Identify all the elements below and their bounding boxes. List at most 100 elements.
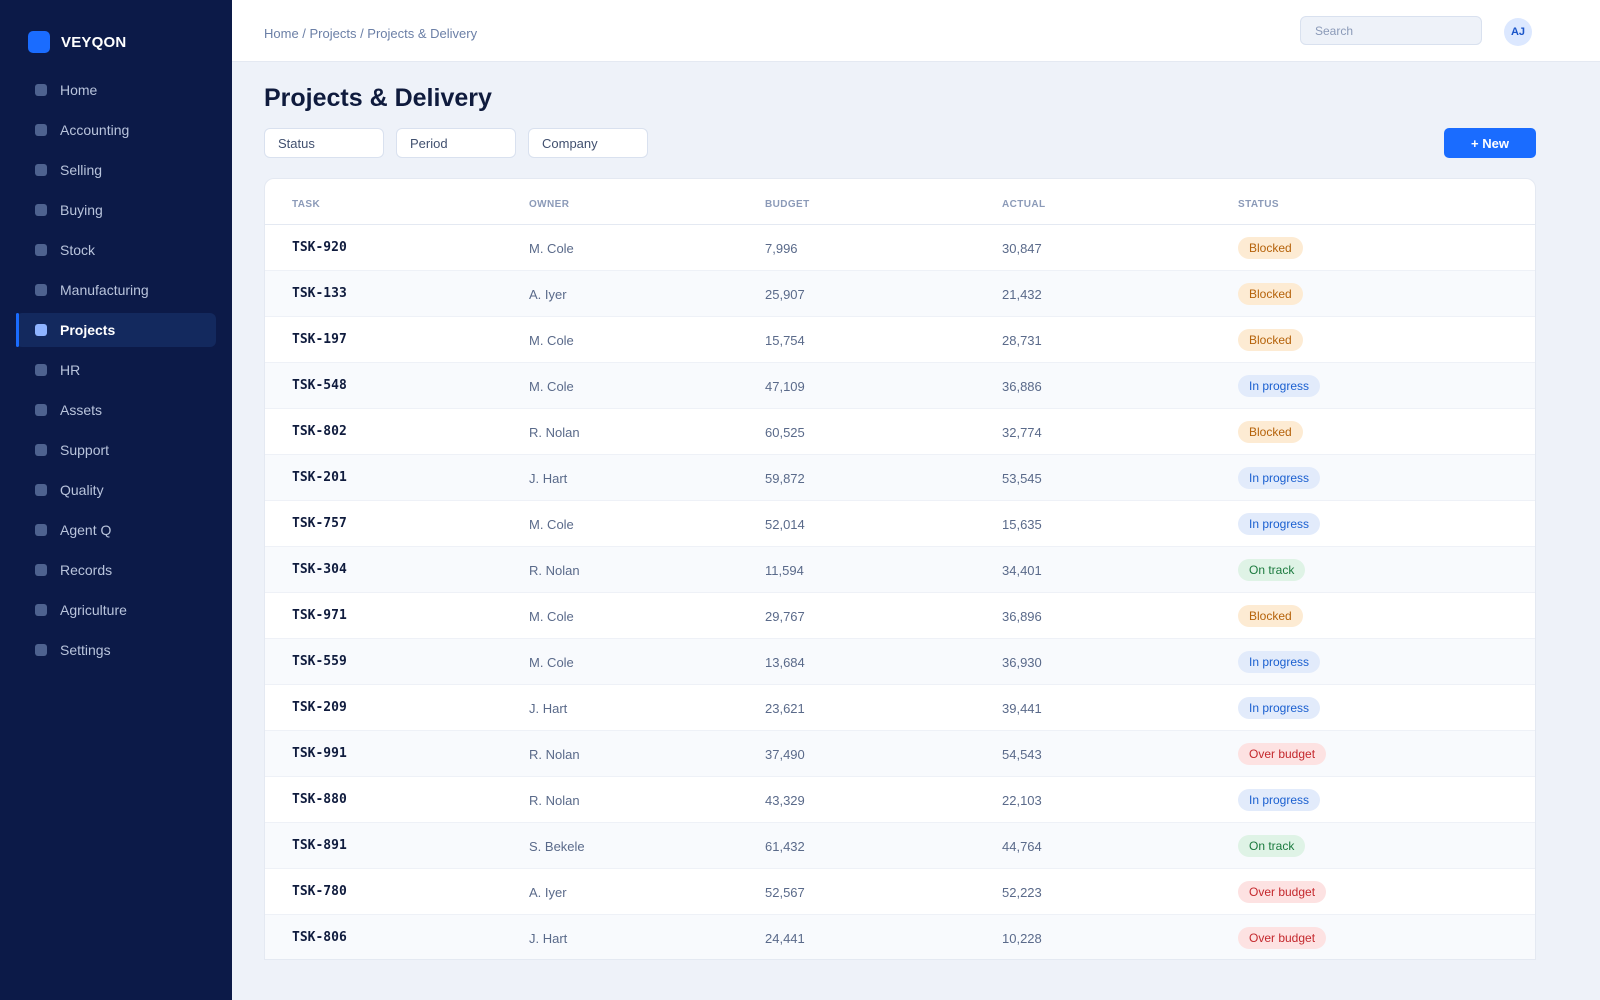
table-row[interactable]: TSK-920 M. Cole 7,996 30,847 Blocked — [265, 225, 1535, 271]
sidebar-item-projects[interactable]: Projects — [16, 313, 216, 347]
table-row[interactable]: TSK-209 J. Hart 23,621 39,441 In progress — [265, 685, 1535, 731]
status-badge: In progress — [1238, 513, 1321, 535]
manufacturing-icon — [35, 284, 47, 296]
task-id[interactable]: TSK-806 — [292, 930, 347, 945]
owner-cell: S. Bekele — [529, 839, 585, 854]
sidebar-item-manufacturing[interactable]: Manufacturing — [16, 273, 216, 307]
table-row[interactable]: TSK-304 R. Nolan 11,594 34,401 On track — [265, 547, 1535, 593]
sidebar-item-support[interactable]: Support — [16, 433, 216, 467]
table-row[interactable]: TSK-780 A. Iyer 52,567 52,223 Over budget — [265, 869, 1535, 915]
budget-cell: 23,621 — [765, 701, 805, 716]
budget-cell: 7,996 — [765, 241, 798, 256]
sidebar-item-label: Quality — [60, 482, 104, 498]
search-input[interactable] — [1300, 16, 1482, 45]
sidebar-nav: Home Accounting Selling Buying Stock Manufact… — [16, 73, 216, 673]
table-row[interactable]: TSK-806 J. Hart 24,441 10,228 Over budget — [265, 915, 1535, 959]
task-id[interactable]: TSK-201 — [292, 470, 347, 485]
table-row[interactable]: TSK-891 S. Bekele 61,432 44,764 On track — [265, 823, 1535, 869]
table-row[interactable]: TSK-880 R. Nolan 43,329 22,103 In progress — [265, 777, 1535, 823]
task-id[interactable]: TSK-891 — [292, 838, 347, 853]
actual-cell: 53,545 — [1002, 471, 1042, 486]
owner-cell: M. Cole — [529, 241, 574, 256]
task-id[interactable]: TSK-991 — [292, 746, 347, 761]
task-id[interactable]: TSK-559 — [292, 654, 347, 669]
table-row[interactable]: TSK-197 M. Cole 15,754 28,731 Blocked — [265, 317, 1535, 363]
task-id[interactable]: TSK-304 — [292, 562, 347, 577]
sidebar-item-label: Assets — [60, 402, 103, 418]
actual-cell: 28,731 — [1002, 333, 1042, 348]
status-badge: In progress — [1238, 697, 1321, 719]
task-id[interactable]: TSK-209 — [292, 700, 347, 715]
sidebar-item-label: Selling — [60, 162, 103, 178]
sidebar: VEYQON Home Accounting Selling Buying Stock M… — [0, 0, 232, 1000]
column-header-owner[interactable]: OWNER — [529, 199, 570, 210]
owner-cell: M. Cole — [529, 517, 574, 532]
sidebar-item-hr[interactable]: HR — [16, 353, 216, 387]
table-row[interactable]: TSK-548 M. Cole 47,109 36,886 In progress — [265, 363, 1535, 409]
sidebar-item-settings[interactable]: Settings — [16, 633, 216, 667]
sidebar-item-label: Projects — [60, 322, 116, 338]
sidebar-item-label: Settings — [60, 642, 111, 658]
owner-cell: M. Cole — [529, 609, 574, 624]
task-id[interactable]: TSK-197 — [292, 332, 347, 347]
table-row[interactable]: TSK-133 A. Iyer 25,907 21,432 Blocked — [265, 271, 1535, 317]
sidebar-item-records[interactable]: Records — [16, 553, 216, 587]
agriculture-icon — [35, 604, 47, 616]
status-badge: Blocked — [1238, 237, 1303, 259]
brand[interactable]: VEYQON — [28, 31, 126, 53]
budget-cell: 59,872 — [765, 471, 805, 486]
page-title: Projects & Delivery — [264, 84, 492, 112]
budget-cell: 11,594 — [765, 563, 804, 578]
budget-cell: 47,109 — [765, 379, 805, 394]
task-id[interactable]: TSK-780 — [292, 884, 347, 899]
column-header-actual[interactable]: ACTUAL — [1002, 199, 1046, 210]
owner-cell: M. Cole — [529, 655, 574, 670]
table-row[interactable]: TSK-971 M. Cole 29,767 36,896 Blocked — [265, 593, 1535, 639]
sidebar-item-selling[interactable]: Selling — [16, 153, 216, 187]
owner-cell: A. Iyer — [529, 287, 567, 302]
status-badge: Over budget — [1238, 743, 1327, 765]
actual-cell: 52,223 — [1002, 885, 1042, 900]
avatar[interactable]: AJ — [1504, 18, 1532, 46]
column-header-budget[interactable]: BUDGET — [765, 199, 810, 210]
sidebar-item-accounting[interactable]: Accounting — [16, 113, 216, 147]
sidebar-item-agriculture[interactable]: Agriculture — [16, 593, 216, 627]
filter-company[interactable]: Company — [528, 128, 648, 158]
filter-period[interactable]: Period — [396, 128, 516, 158]
sidebar-item-buying[interactable]: Buying — [16, 193, 216, 227]
task-id[interactable]: TSK-880 — [292, 792, 347, 807]
new-button[interactable]: + New — [1444, 128, 1536, 158]
actual-cell: 30,847 — [1002, 241, 1042, 256]
task-id[interactable]: TSK-802 — [292, 424, 347, 439]
sidebar-item-label: HR — [60, 362, 81, 378]
breadcrumb[interactable]: Home / Projects / Projects & Delivery — [264, 26, 478, 41]
task-id[interactable]: TSK-548 — [292, 378, 347, 393]
table-header: TASK OWNER BUDGET ACTUAL STATUS — [265, 179, 1535, 225]
column-header-task[interactable]: TASK — [292, 199, 321, 210]
sidebar-item-label: Buying — [60, 202, 103, 218]
status-badge: Blocked — [1238, 605, 1303, 627]
task-id[interactable]: TSK-133 — [292, 286, 347, 301]
table-row[interactable]: TSK-802 R. Nolan 60,525 32,774 Blocked — [265, 409, 1535, 455]
status-badge: In progress — [1238, 375, 1321, 397]
owner-cell: J. Hart — [529, 471, 568, 486]
table-row[interactable]: TSK-201 J. Hart 59,872 53,545 In progress — [265, 455, 1535, 501]
column-header-status[interactable]: STATUS — [1238, 199, 1279, 210]
task-id[interactable]: TSK-920 — [292, 240, 347, 255]
owner-cell: R. Nolan — [529, 425, 580, 440]
task-id[interactable]: TSK-757 — [292, 516, 347, 531]
task-id[interactable]: TSK-971 — [292, 608, 347, 623]
table-row[interactable]: TSK-991 R. Nolan 37,490 54,543 Over budget — [265, 731, 1535, 777]
sidebar-item-label: Stock — [60, 242, 96, 258]
sidebar-item-home[interactable]: Home — [16, 73, 216, 107]
budget-cell: 52,567 — [765, 885, 805, 900]
table-row[interactable]: TSK-757 M. Cole 52,014 15,635 In progress — [265, 501, 1535, 547]
sidebar-item-stock[interactable]: Stock — [16, 233, 216, 267]
sidebar-item-assets[interactable]: Assets — [16, 393, 216, 427]
table-row[interactable]: TSK-559 M. Cole 13,684 36,930 In progress — [265, 639, 1535, 685]
owner-cell: R. Nolan — [529, 747, 580, 762]
projects-icon — [35, 324, 47, 336]
sidebar-item-quality[interactable]: Quality — [16, 473, 216, 507]
sidebar-item-agent-q[interactable]: Agent Q — [16, 513, 216, 547]
filter-status[interactable]: Status — [264, 128, 384, 158]
